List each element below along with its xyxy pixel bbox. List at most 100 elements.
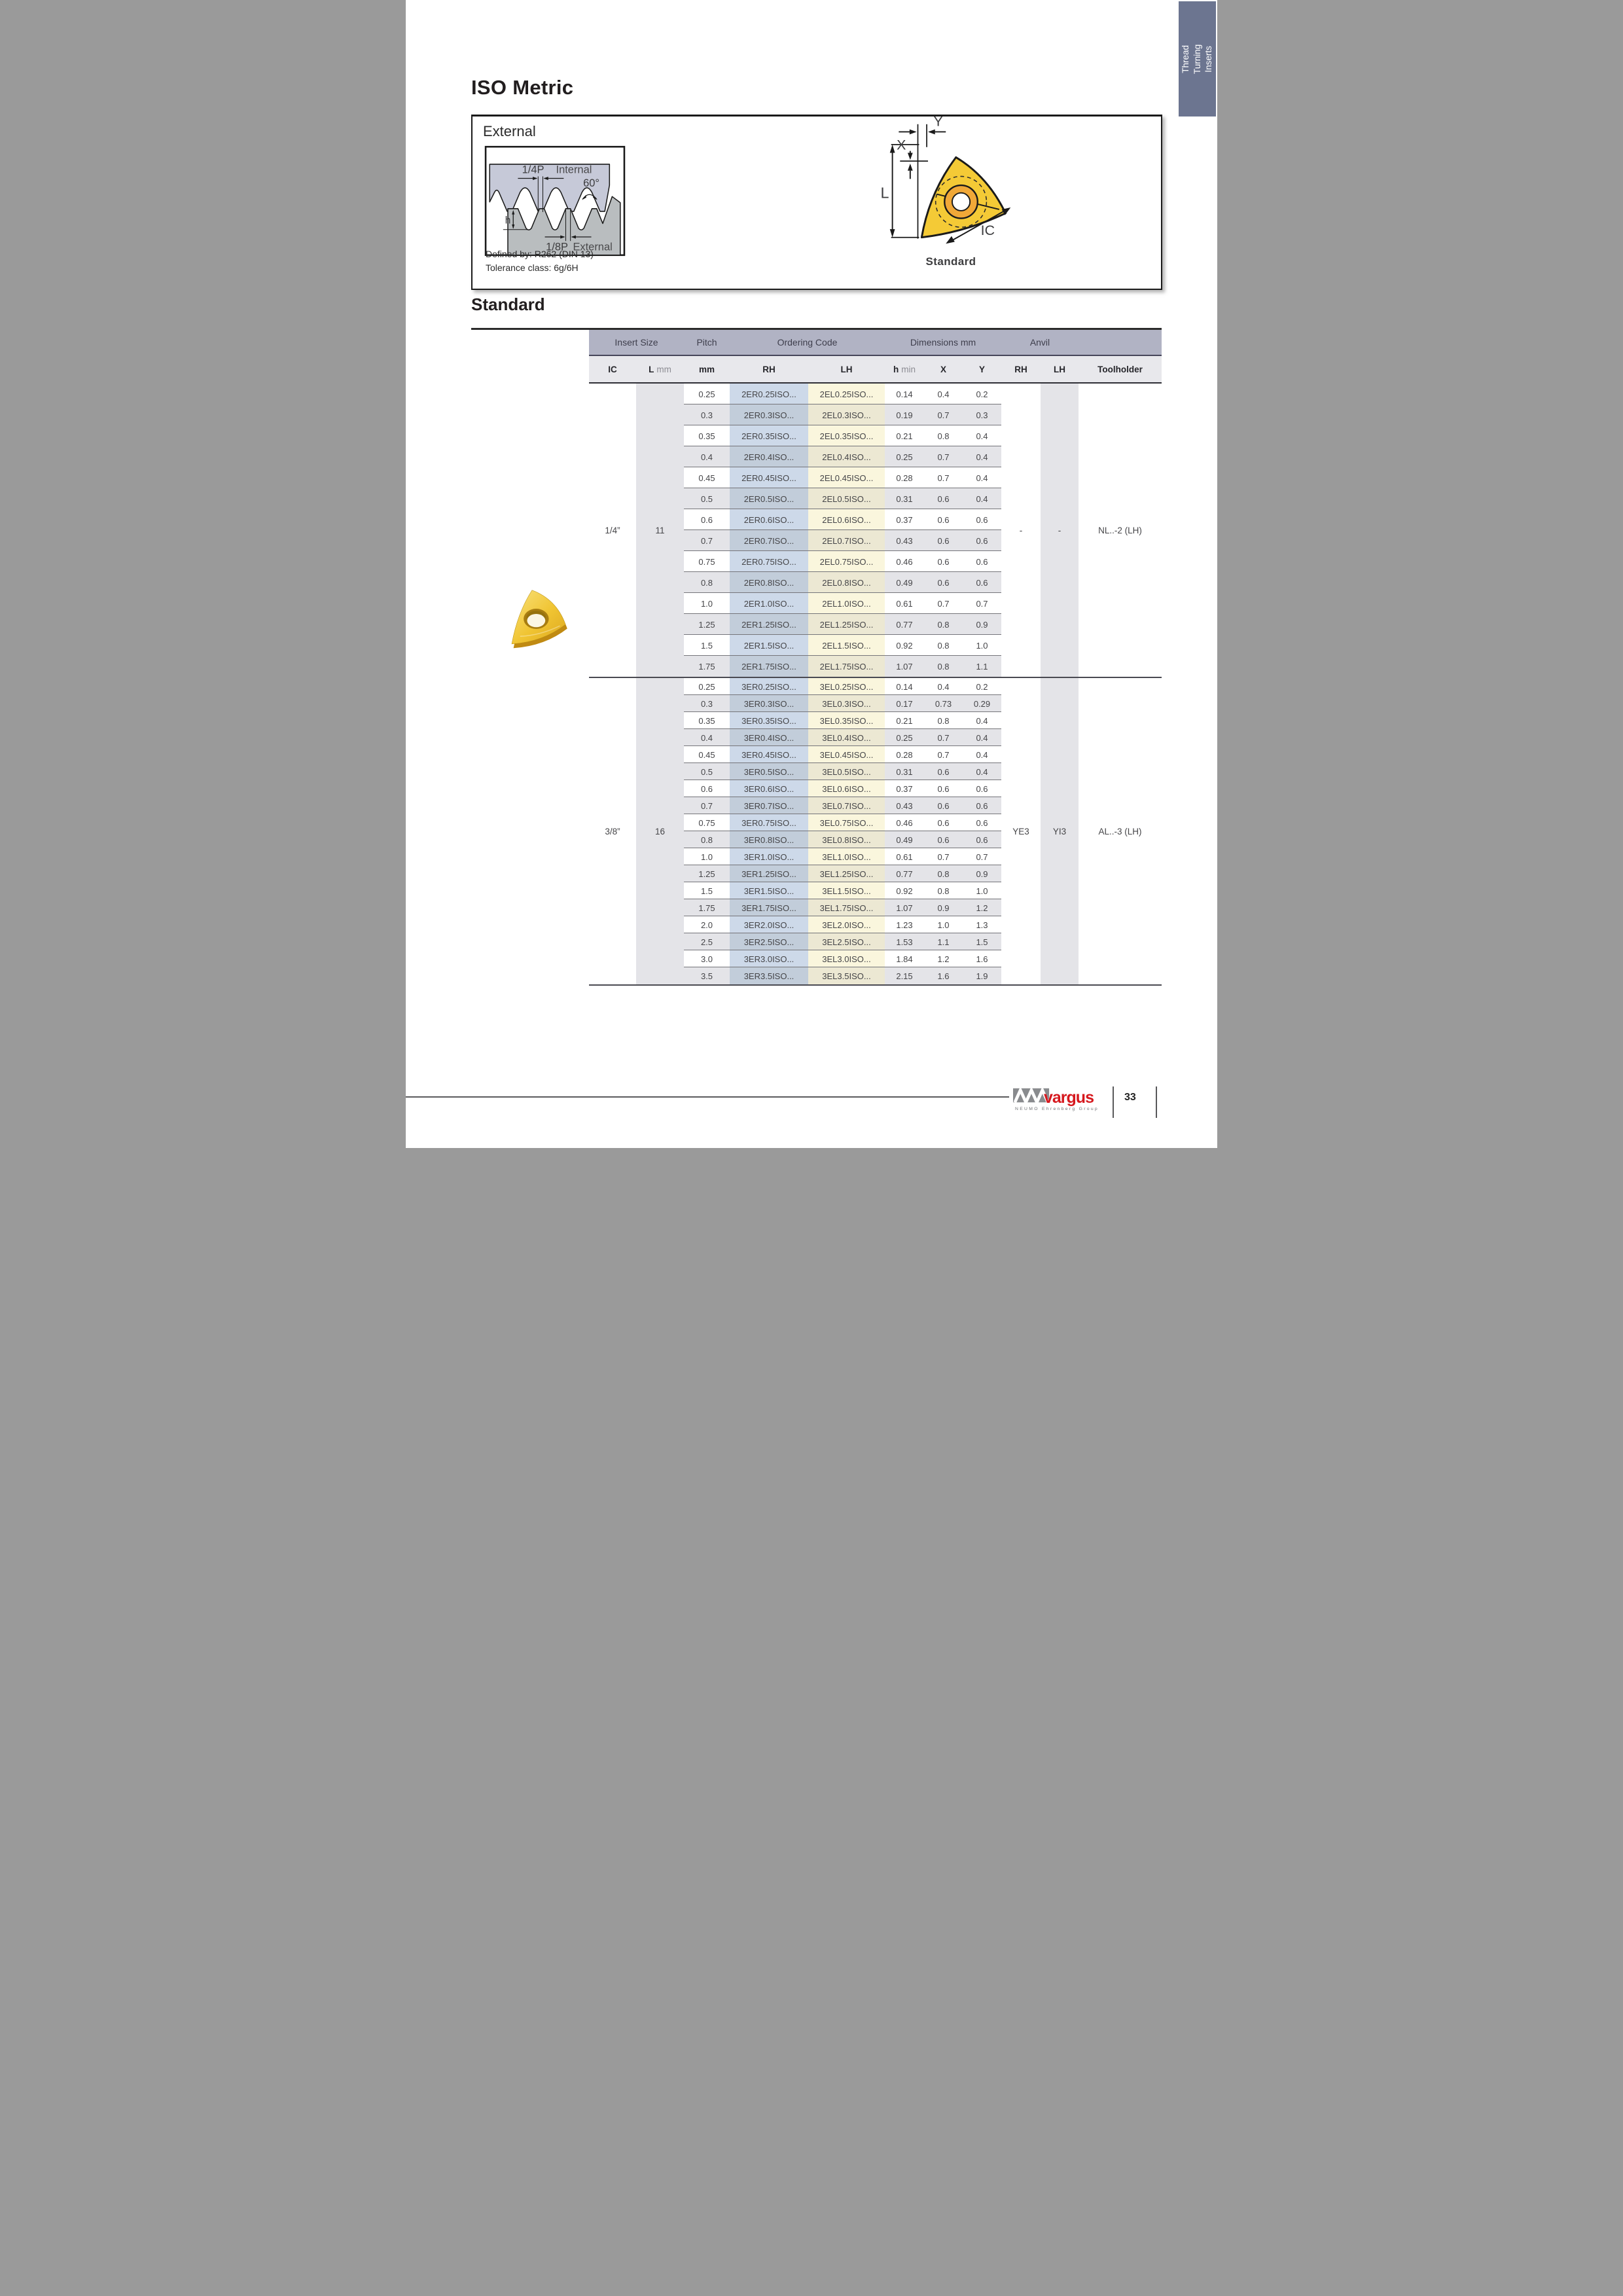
- cell-pitch: 0.7: [684, 530, 730, 551]
- cell-dim-x: 0.6: [924, 763, 963, 780]
- col-header-lh: LH: [808, 356, 885, 382]
- cell-dim-y: 0.6: [963, 831, 1001, 848]
- cell-pitch: 1.0: [684, 848, 730, 865]
- cell-dim-hmin: 0.25: [885, 729, 924, 746]
- cell-insert-ic: 3/8”: [589, 678, 636, 984]
- subheader-divider: [589, 382, 1162, 384]
- cell-code-rh: 2ER0.8ISO...: [730, 572, 808, 593]
- cell-dim-x: 1.6: [924, 967, 963, 984]
- cell-pitch: 1.0: [684, 593, 730, 614]
- label-dim-ic: IC: [981, 223, 995, 238]
- cell-pitch: 0.5: [684, 488, 730, 509]
- cell-pitch: 0.8: [684, 831, 730, 848]
- cell-dim-y: 0.7: [963, 848, 1001, 865]
- cell-code-lh: 3EL3.5ISO...: [808, 967, 885, 984]
- cell-dim-hmin: 1.23: [885, 916, 924, 933]
- cell-dim-y: 0.4: [963, 712, 1001, 729]
- cell-dim-x: 1.0: [924, 916, 963, 933]
- cell-code-rh: 2ER0.6ISO...: [730, 509, 808, 530]
- cell-code-rh: 3ER0.5ISO...: [730, 763, 808, 780]
- label-dim-x: X: [897, 137, 906, 153]
- col-header-pitch-mm: mm: [684, 356, 730, 382]
- cell-pitch: 0.3: [684, 404, 730, 425]
- cell-dim-hmin: 0.25: [885, 446, 924, 467]
- cell-dim-x: 0.9: [924, 899, 963, 916]
- cell-code-rh: 3ER0.8ISO...: [730, 831, 808, 848]
- cell-code-rh: 3ER0.3ISO...: [730, 695, 808, 712]
- standard-table: Insert Size Pitch Ordering Code Dimensio…: [589, 330, 1162, 986]
- cell-dim-x: 0.6: [924, 814, 963, 831]
- cell-dim-hmin: 0.21: [885, 425, 924, 446]
- cell-code-lh: 2EL0.75ISO...: [808, 551, 885, 572]
- cell-pitch: 3.0: [684, 950, 730, 967]
- cell-code-lh: 2EL0.35ISO...: [808, 425, 885, 446]
- group-header-ordering-code: Ordering Code: [730, 330, 885, 355]
- brand-subtitle: NEUMO Ehrenberg Group: [1015, 1107, 1099, 1111]
- cell-code-lh: 3EL1.25ISO...: [808, 865, 885, 882]
- cell-dim-hmin: 1.84: [885, 950, 924, 967]
- cell-dim-x: 0.6: [924, 780, 963, 797]
- cell-dim-x: 0.6: [924, 797, 963, 814]
- cell-dim-hmin: 0.46: [885, 551, 924, 572]
- cell-dim-y: 1.3: [963, 916, 1001, 933]
- cell-code-lh: 3EL1.75ISO...: [808, 899, 885, 916]
- internal-thread-shape: [489, 164, 611, 212]
- cell-anvil-rh: -: [1001, 384, 1041, 677]
- cell-dim-x: 0.4: [924, 384, 963, 404]
- cell-code-rh: 3ER0.75ISO...: [730, 814, 808, 831]
- cell-code-lh: 3EL0.75ISO...: [808, 814, 885, 831]
- cell-code-lh: 3EL0.7ISO...: [808, 797, 885, 814]
- cell-code-lh: 2EL1.0ISO...: [808, 593, 885, 614]
- cell-code-lh: 2EL1.75ISO...: [808, 656, 885, 677]
- insert-photo: [511, 590, 567, 649]
- col-header-ic: IC: [589, 356, 636, 382]
- cell-pitch: 0.4: [684, 446, 730, 467]
- col-header-toolholder: Toolholder: [1079, 356, 1162, 382]
- side-tab-thread-turning: Thread Turning Inserts: [1179, 1, 1216, 117]
- cell-dim-hmin: 0.46: [885, 814, 924, 831]
- cell-dim-y: 0.6: [963, 551, 1001, 572]
- cell-dim-hmin: 0.37: [885, 780, 924, 797]
- table-top-rule: [471, 328, 1162, 330]
- cell-dim-x: 0.6: [924, 530, 963, 551]
- brand-logo: vargus NEUMO Ehrenberg Group: [1013, 1086, 1131, 1111]
- cell-code-rh: 2ER0.75ISO...: [730, 551, 808, 572]
- cell-code-lh: 2EL0.5ISO...: [808, 488, 885, 509]
- insert-dimension-diagram: Y X L IC: [880, 117, 1011, 244]
- cell-dim-y: 0.2: [963, 384, 1001, 404]
- cell-code-rh: 3ER0.25ISO...: [730, 678, 808, 695]
- group-separator: [589, 677, 1162, 678]
- col-header-anvil-lh: LH: [1041, 356, 1079, 382]
- cell-code-lh: 2EL0.3ISO...: [808, 404, 885, 425]
- cell-code-lh: 3EL0.45ISO...: [808, 746, 885, 763]
- cell-dim-x: 1.2: [924, 950, 963, 967]
- insert-diagram-caption: Standard: [925, 255, 976, 268]
- cell-insert-l: 16: [636, 678, 684, 984]
- cell-dim-hmin: 2.15: [885, 967, 924, 984]
- cell-dim-y: 0.4: [963, 446, 1001, 467]
- brand-name: vargus: [1044, 1088, 1094, 1107]
- cell-code-rh: 3ER1.25ISO...: [730, 865, 808, 882]
- group-header-insert-size: Insert Size: [589, 330, 684, 355]
- cell-dim-hmin: 0.17: [885, 695, 924, 712]
- cell-dim-x: 0.7: [924, 729, 963, 746]
- cell-dim-x: 0.8: [924, 635, 963, 656]
- cell-code-lh: 3EL2.0ISO...: [808, 916, 885, 933]
- cell-dim-y: 0.4: [963, 425, 1001, 446]
- cell-pitch: 0.3: [684, 695, 730, 712]
- col-header-x: X: [924, 356, 963, 382]
- brand-zigzag-icon: [1013, 1086, 1050, 1105]
- defined-by-block: Defined by: R262 (DIN 13) Tolerance clas…: [486, 247, 594, 275]
- cell-code-rh: 2ER1.5ISO...: [730, 635, 808, 656]
- section-title: Standard: [471, 295, 545, 314]
- cell-code-lh: 2EL1.5ISO...: [808, 635, 885, 656]
- cell-toolholder: NL..-2 (LH): [1079, 384, 1162, 677]
- cell-code-rh: 3ER0.7ISO...: [730, 797, 808, 814]
- cell-dim-x: 0.8: [924, 865, 963, 882]
- cell-code-lh: 3EL3.0ISO...: [808, 950, 885, 967]
- cell-dim-x: 0.4: [924, 678, 963, 695]
- cell-dim-hmin: 0.77: [885, 865, 924, 882]
- cell-code-rh: 2ER1.75ISO...: [730, 656, 808, 677]
- cell-dim-x: 0.7: [924, 746, 963, 763]
- cell-dim-hmin: 1.07: [885, 656, 924, 677]
